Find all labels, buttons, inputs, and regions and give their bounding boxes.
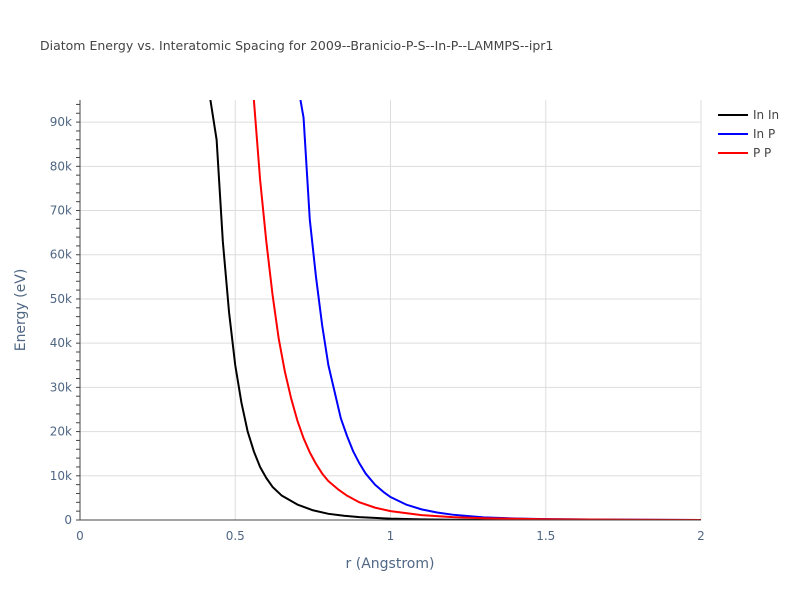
legend-label: In P: [753, 127, 775, 141]
y-tick-label: 90k: [50, 115, 72, 129]
legend-item-in-p[interactable]: In P: [718, 127, 775, 141]
x-tick-labels: 0 0.5 1 1.5 2: [76, 529, 705, 543]
y-axis-title: Energy (eV): [13, 269, 29, 352]
y-tick-label: 70k: [50, 204, 72, 218]
y-tick-label: 80k: [50, 159, 72, 173]
legend-label: P P: [753, 146, 771, 160]
legend-item-in-in[interactable]: In In: [718, 108, 779, 122]
x-tick-label: 1: [387, 529, 395, 543]
y-tick-label: 40k: [50, 336, 72, 350]
legend[interactable]: In In In P P P: [718, 108, 779, 160]
y-minor-ticks: [76, 103, 80, 521]
legend-label: In In: [753, 108, 779, 122]
x-tick-label: 2: [697, 529, 705, 543]
axes: [79, 100, 701, 521]
y-tick-label: 60k: [50, 248, 72, 262]
y-tick-label: 20k: [50, 425, 72, 439]
series-line-in-in: [209, 100, 701, 520]
y-tick-label: 50k: [50, 292, 72, 306]
legend-item-p-p[interactable]: P P: [718, 146, 771, 160]
y-tick-label: 0: [64, 513, 72, 527]
y-tick-label: 10k: [50, 469, 72, 483]
y-tick-label: 30k: [50, 380, 72, 394]
x-tick-label: 0.5: [226, 529, 245, 543]
chart-title: Diatom Energy vs. Interatomic Spacing fo…: [40, 38, 553, 53]
series-line-p-p: [252, 100, 701, 520]
y-tick-labels: 0 10k 20k 30k 40k 50k 60k 70k 80k 90k: [50, 115, 72, 527]
x-tick-label: 1.5: [536, 529, 555, 543]
plot-area: [209, 100, 701, 520]
x-tick-label: 0: [76, 529, 84, 543]
x-axis-title: r (Angstrom): [346, 556, 435, 572]
grid: [80, 100, 702, 520]
